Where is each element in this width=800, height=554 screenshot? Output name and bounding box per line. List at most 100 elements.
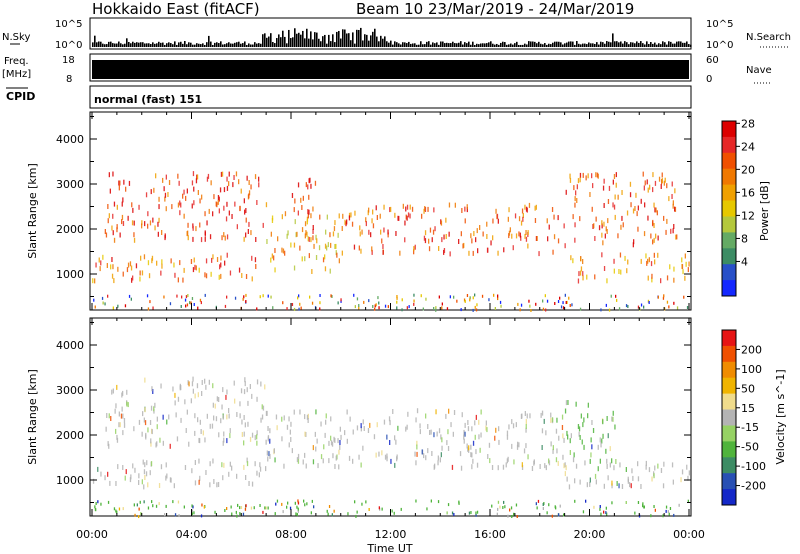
range-gate-cell xyxy=(265,439,267,445)
range-gate-cell xyxy=(352,429,354,435)
range-gate-cell xyxy=(178,514,180,518)
nsky-bar xyxy=(232,43,234,47)
range-gate-cell xyxy=(92,478,95,484)
range-gate-cell xyxy=(121,214,124,220)
nsky-bar xyxy=(356,29,358,47)
range-gate-cell xyxy=(159,437,161,443)
range-gate-cell xyxy=(383,204,385,210)
range-gate-cell xyxy=(574,499,576,503)
range-gate-cell xyxy=(613,268,615,274)
range-gate-cell xyxy=(586,482,588,488)
range-gate-cell xyxy=(256,396,258,402)
x-tick-label: 20:00 xyxy=(574,528,606,541)
range-gate-cell xyxy=(212,254,214,260)
range-gate-cell xyxy=(215,416,218,422)
range-gate-cell xyxy=(193,511,195,515)
range-gate-cell xyxy=(236,473,238,479)
nsky-bar xyxy=(188,42,190,47)
nsky-bar xyxy=(490,41,492,47)
range-gate-cell xyxy=(616,298,618,302)
range-gate-cell xyxy=(148,273,151,279)
range-gate-cell xyxy=(122,390,124,396)
range-gate-cell xyxy=(450,422,452,428)
range-gate-cell xyxy=(112,306,114,310)
range-gate-cell xyxy=(189,301,191,305)
range-gate-cell xyxy=(583,444,585,450)
range-gate-cell xyxy=(611,458,613,464)
range-gate-cell xyxy=(686,464,688,470)
range-gate-cell xyxy=(297,182,300,188)
range-gate-cell xyxy=(433,432,435,438)
colorbar-tick-label: -15 xyxy=(741,421,759,434)
range-gate-cell xyxy=(141,270,144,276)
nsky-bar xyxy=(272,42,274,47)
range-gate-cell xyxy=(374,307,376,311)
range-gate-cell xyxy=(184,465,187,470)
range-gate-cell xyxy=(358,306,360,310)
nave-tick-bottom: 0 xyxy=(706,74,712,85)
range-gate-cell xyxy=(113,278,115,284)
range-gate-cell xyxy=(273,255,275,261)
range-gate-cell xyxy=(378,506,380,510)
range-gate-cell xyxy=(515,503,518,507)
colorbar-segment xyxy=(722,248,736,265)
nsky-bar xyxy=(424,44,426,47)
range-gate-cell xyxy=(550,417,552,423)
range-gate-cell xyxy=(256,200,258,205)
range-gate-cell xyxy=(129,261,132,267)
range-gate-cell xyxy=(678,503,680,507)
range-gate-cell xyxy=(512,245,514,251)
range-gate-cell xyxy=(228,471,230,477)
range-gate-cell xyxy=(601,220,603,226)
nsky-bar xyxy=(234,42,236,47)
nsky-bar xyxy=(266,37,268,47)
nsky-bar xyxy=(494,44,496,47)
nsky-bar xyxy=(178,42,180,47)
colorbar-tick-label: -100 xyxy=(741,460,766,473)
range-gate-cell xyxy=(271,253,273,259)
range-gate-cell xyxy=(168,414,170,420)
range-gate-cell xyxy=(293,307,296,311)
range-gate-cell xyxy=(668,512,670,516)
range-gate-cell xyxy=(217,199,219,205)
nsky-bar xyxy=(286,43,288,47)
nsky-bar xyxy=(522,44,524,47)
range-gate-cell xyxy=(254,257,257,263)
range-gate-cell xyxy=(668,196,670,202)
range-gate-cell xyxy=(509,508,511,512)
range-gate-cell xyxy=(472,308,474,312)
range-gate-cell xyxy=(307,413,309,419)
range-gate-cell xyxy=(291,193,294,198)
range-gate-cell xyxy=(204,236,206,242)
range-gate-cell xyxy=(522,216,524,222)
range-gate-cell xyxy=(196,383,199,389)
range-gate-cell xyxy=(422,307,424,311)
range-gate-cell xyxy=(607,199,610,204)
nsearch-tick-top: 10^5 xyxy=(706,19,733,30)
range-gate-cell xyxy=(566,476,568,482)
range-gate-cell xyxy=(334,464,336,469)
range-gate-cell xyxy=(282,248,285,254)
range-gate-cell xyxy=(123,418,126,423)
range-gate-cell xyxy=(139,276,141,282)
nsky-bar xyxy=(158,41,160,47)
range-gate-cell xyxy=(567,400,569,405)
range-gate-cell xyxy=(192,505,194,509)
range-gate-cell xyxy=(512,423,515,429)
nsky-bar xyxy=(442,41,444,47)
range-gate-cell xyxy=(363,426,365,431)
range-gate-cell xyxy=(293,265,296,271)
range-gate-cell xyxy=(570,433,572,439)
range-gate-cell xyxy=(146,294,149,298)
range-gate-cell xyxy=(670,228,672,234)
range-gate-cell xyxy=(265,466,267,472)
range-gate-cell xyxy=(232,182,234,188)
range-gate-cell xyxy=(517,302,519,306)
y-tick-label: 1000 xyxy=(56,474,84,487)
range-gate-cell xyxy=(603,266,606,271)
range-gate-cell xyxy=(226,252,228,258)
range-gate-cell xyxy=(124,304,127,308)
range-gate-cell xyxy=(416,408,419,414)
range-gate-cell xyxy=(433,307,435,310)
nsky-bar xyxy=(678,41,680,47)
